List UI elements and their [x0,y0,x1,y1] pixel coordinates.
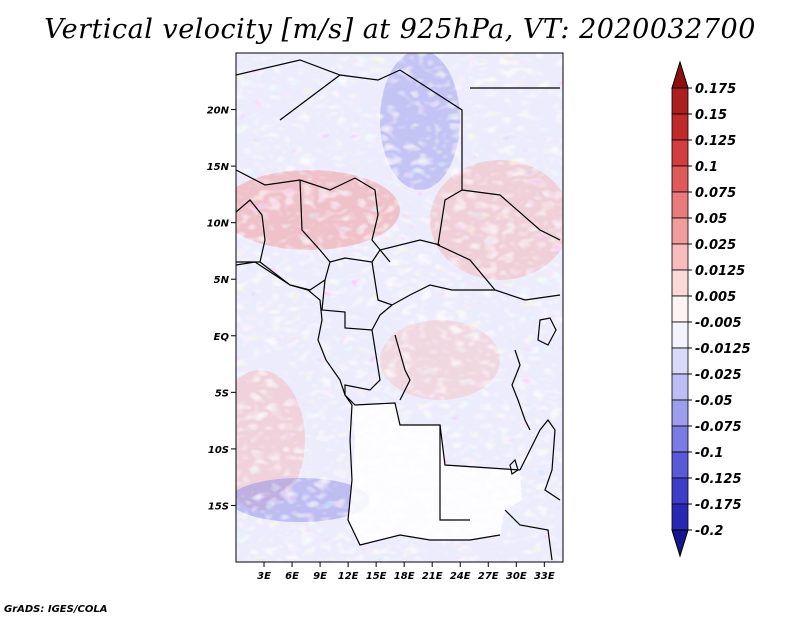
colorbar-label: -0.05 [695,394,732,409]
lon-tick-label: 27E [478,571,499,582]
colorbar-band [671,87,689,115]
colorbar-band [671,165,689,193]
colorbar-band [671,113,689,141]
colorbar-label: -0.1 [695,446,723,461]
colorbar-band [671,243,689,271]
lon-tick-label: 33E [534,571,555,582]
lon-tick-label: 21E [422,571,443,582]
colorbar-label: 0.025 [695,238,736,253]
colorbar-label: 0.125 [695,134,736,149]
colorbar-label: -0.075 [695,420,742,435]
colorbar-label: -0.005 [695,316,742,331]
colorbar-band [671,399,689,427]
lat-tick-label: 5N [214,275,230,286]
colorbar-band [671,451,689,479]
lat-tick-label: 15N [207,162,230,173]
latitude-ticks: 20N 15N 10N 5N EQ 5S 10S 15S [207,106,236,512]
footer-credit: GrADS: IGES/COLA [4,604,108,615]
colorbar-band [671,503,689,531]
lat-tick-label: 5S [215,388,229,399]
velocity-field [236,53,563,562]
colorbar-band [671,217,689,245]
lon-tick-label: 18E [394,571,415,582]
colorbar-label: -0.0125 [695,342,751,357]
colorbar: 0.175 0.15 0.125 0.1 0.075 0.05 0.025 0.0125 0.0… [671,60,751,558]
map-title: Vertical velocity [m/s] at 925hPa, VT: 2… [44,14,756,45]
colorbar-label: -0.125 [695,472,742,487]
colorbar-band [671,347,689,375]
lon-tick-label: 12E [338,571,359,582]
lat-tick-label: 15S [208,501,229,512]
lat-tick-label: 20N [207,106,230,117]
colorbar-label: 0.15 [695,108,727,123]
colorbar-band [671,373,689,401]
colorbar-label: 0.175 [695,82,736,97]
colorbar-label: -0.025 [695,368,742,383]
colorbar-label: -0.2 [695,524,723,539]
lon-tick-label: 6E [285,571,299,582]
colorbar-label: -0.175 [695,498,742,513]
lon-tick-label: 9E [313,571,327,582]
colorbar-label: 0.0125 [695,264,745,279]
colorbar-band [671,295,689,323]
colorbar-band [671,139,689,167]
colorbar-band [671,191,689,219]
colorbar-band [671,425,689,453]
lon-tick-label: 30E [506,571,527,582]
colorbar-label: 0.075 [695,186,736,201]
lat-tick-label: 10N [207,219,230,230]
lon-tick-label: 24E [450,571,471,582]
lon-tick-label: 15E [366,571,387,582]
lat-tick-label: EQ [214,332,230,343]
map-frame [235,52,564,563]
colorbar-band [671,477,689,505]
colorbar-bottom-arrow [671,529,689,558]
lat-tick-label: 10S [208,445,229,456]
colorbar-label: 0.005 [695,290,736,305]
colorbar-top-arrow [671,60,689,89]
longitude-ticks: 3E 6E 9E 12E 15E 18E 21E 24E 27E 30E 33E [257,562,555,582]
colorbar-label: 0.05 [695,212,727,227]
colorbar-band [671,321,689,349]
country-borders [236,59,561,561]
colorbar-label: 0.1 [695,160,718,175]
lon-tick-label: 3E [257,571,271,582]
colorbar-band [671,269,689,297]
